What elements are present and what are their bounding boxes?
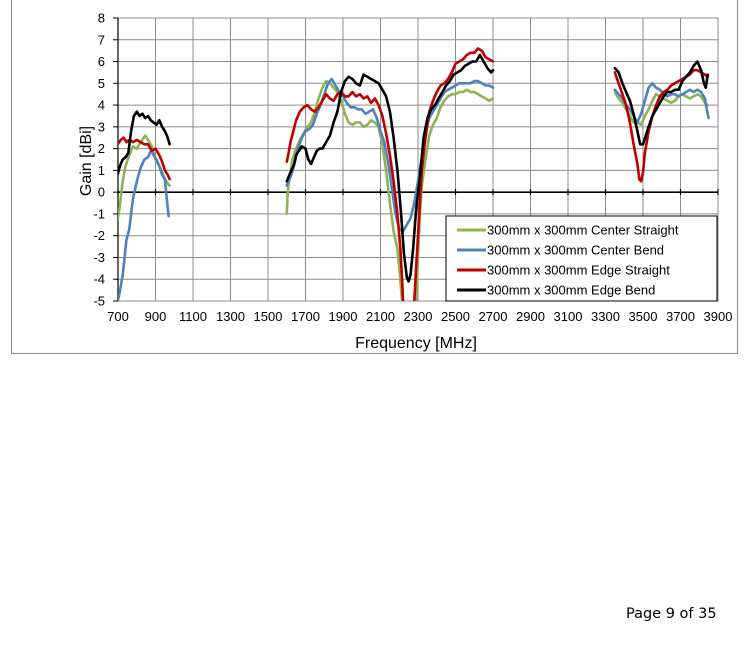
legend-label: 300mm x 300mm Center Bend — [487, 243, 664, 258]
x-tick-label: 700 — [107, 309, 129, 324]
y-tick-label: 5 — [98, 76, 105, 91]
legend-label: 300mm x 300mm Center Straight — [487, 223, 679, 238]
x-tick-label: 3900 — [704, 309, 733, 324]
x-tick-label: 3300 — [591, 309, 620, 324]
y-tick-label: 7 — [98, 32, 105, 47]
x-tick-label: 2900 — [516, 309, 545, 324]
y-tick-label: -5 — [93, 294, 105, 309]
gain-chart: 700 900 1100 1300 1500 1700 1900 2100 2300 2500 27… — [78, 11, 732, 353]
series-line — [285, 77, 495, 233]
chart-frame: 700 900 1100 1300 1500 1700 1900 2100 2300 2500 27… — [11, 0, 738, 354]
series-line — [118, 110, 171, 176]
x-tick-label: 1100 — [179, 309, 207, 324]
page-number: Page 9 of 35 — [626, 606, 717, 622]
y-tick-label: 3 — [98, 119, 105, 134]
series-line — [412, 47, 495, 301]
y-tick-label: 6 — [98, 54, 105, 69]
x-tick-label: 2500 — [441, 309, 470, 324]
series-line — [414, 88, 495, 301]
x-tick-label: 2700 — [479, 309, 508, 324]
y-tick-label: 2 — [98, 141, 105, 156]
series-line — [118, 149, 170, 301]
series-line — [285, 53, 495, 283]
y-axis-title: Gain [dBi] — [78, 126, 95, 196]
x-tick-label: 1900 — [329, 309, 358, 324]
y-tick-label: 1 — [98, 163, 105, 178]
axes: 700 900 1100 1300 1500 1700 1900 2100 2300 2500 27… — [93, 11, 732, 325]
series-line — [613, 68, 710, 183]
x-tick-label: 900 — [145, 309, 167, 324]
legend: 300mm x 300mm Center Straight 300mm x 300… — [445, 215, 718, 302]
series-line — [613, 82, 710, 124]
x-tick-label: 2300 — [404, 309, 433, 324]
series-line — [285, 79, 404, 301]
series-line — [613, 60, 710, 146]
legend-box — [445, 215, 718, 302]
x-axis-title: Frequency [MHz] — [355, 335, 477, 352]
y-tick-label: -3 — [93, 250, 105, 265]
series-4 — [118, 53, 710, 283]
series-3 — [118, 47, 710, 301]
y-tick-label: 0 — [98, 185, 105, 200]
y-tick-label: -4 — [93, 272, 105, 287]
series-2 — [118, 77, 710, 301]
legend-label: 300mm x 300mm Edge Bend — [487, 283, 655, 298]
y-tick-label: -2 — [93, 228, 105, 243]
x-tick-label: 1500 — [254, 309, 283, 324]
series-line — [118, 136, 171, 181]
series-line — [285, 90, 405, 301]
x-tick-label: 1300 — [216, 309, 245, 324]
y-tick-label: -1 — [93, 206, 105, 221]
x-tick-label: 1700 — [291, 309, 320, 324]
series-lines — [118, 47, 710, 301]
y-tick-label: 8 — [98, 11, 105, 26]
x-tick-label: 2100 — [366, 309, 395, 324]
x-tick-label: 3700 — [666, 309, 695, 324]
x-tick-label: 3500 — [629, 309, 658, 324]
x-tick-label: 3100 — [554, 309, 583, 324]
y-tick-label: 4 — [98, 98, 105, 113]
legend-label: 300mm x 300mm Edge Straight — [487, 263, 670, 278]
